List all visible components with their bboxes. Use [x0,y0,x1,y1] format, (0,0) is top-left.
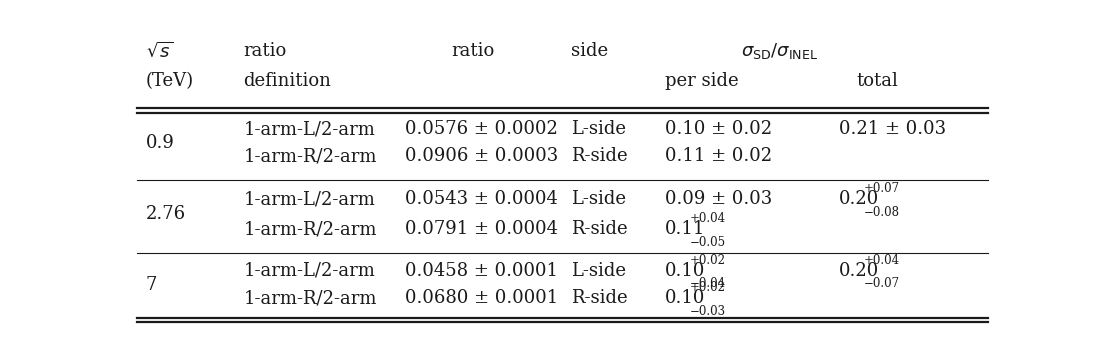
Text: definition: definition [244,72,332,90]
Text: 0.0576 ± 0.0002: 0.0576 ± 0.0002 [405,120,558,138]
Text: 0.09 ± 0.03: 0.09 ± 0.03 [665,190,772,208]
Text: 0.20: 0.20 [839,190,879,208]
Text: 1-arm-L/2-arm: 1-arm-L/2-arm [244,190,376,208]
Text: −0.03: −0.03 [690,305,726,318]
Text: 0.0906 ± 0.0003: 0.0906 ± 0.0003 [405,147,559,165]
Text: 1-arm-R/2-arm: 1-arm-R/2-arm [244,147,377,165]
Text: 0.20: 0.20 [839,262,879,280]
Text: 2.76: 2.76 [146,205,186,223]
Text: L-side: L-side [571,120,626,138]
Text: +0.02: +0.02 [690,281,726,294]
Text: R-side: R-side [571,147,628,165]
Text: ratio: ratio [244,42,287,60]
Text: 0.11 ± 0.02: 0.11 ± 0.02 [665,147,772,165]
Text: 1-arm-R/2-arm: 1-arm-R/2-arm [244,289,377,307]
Text: 0.10: 0.10 [665,289,705,307]
Text: 0.11: 0.11 [665,220,705,238]
Text: +0.04: +0.04 [864,254,900,267]
Text: +0.07: +0.07 [864,183,900,195]
Text: side: side [571,42,608,60]
Text: $\sqrt{s}$: $\sqrt{s}$ [146,41,173,61]
Text: 0.0791 ± 0.0004: 0.0791 ± 0.0004 [405,220,558,238]
Text: L-side: L-side [571,262,626,280]
Text: L-side: L-side [571,190,626,208]
Text: +0.04: +0.04 [690,212,726,225]
Text: −0.08: −0.08 [864,206,900,219]
Text: 7: 7 [146,275,157,294]
Text: +0.02: +0.02 [690,254,726,267]
Text: 1-arm-L/2-arm: 1-arm-L/2-arm [244,120,376,138]
Text: per side: per side [665,72,739,90]
Text: −0.07: −0.07 [864,277,900,290]
Text: 0.0680 ± 0.0001: 0.0680 ± 0.0001 [405,289,559,307]
Text: 0.10 ± 0.02: 0.10 ± 0.02 [665,120,772,138]
Text: R-side: R-side [571,220,628,238]
Text: −0.05: −0.05 [690,236,726,249]
Text: 0.10: 0.10 [665,262,705,280]
Text: (TeV): (TeV) [146,72,194,90]
Text: −0.04: −0.04 [690,277,726,290]
Text: 0.0458 ± 0.0001: 0.0458 ± 0.0001 [405,262,558,280]
Text: 0.21 ± 0.03: 0.21 ± 0.03 [839,120,946,138]
Text: 0.0543 ± 0.0004: 0.0543 ± 0.0004 [405,190,558,208]
Text: 1-arm-R/2-arm: 1-arm-R/2-arm [244,220,377,238]
Text: 0.9: 0.9 [146,134,175,152]
Text: 1-arm-L/2-arm: 1-arm-L/2-arm [244,262,376,280]
Text: $\sigma_{\rm SD}/\sigma_{\rm INEL}$: $\sigma_{\rm SD}/\sigma_{\rm INEL}$ [741,41,818,61]
Text: ratio: ratio [451,42,495,60]
Text: total: total [856,72,898,90]
Text: R-side: R-side [571,289,628,307]
